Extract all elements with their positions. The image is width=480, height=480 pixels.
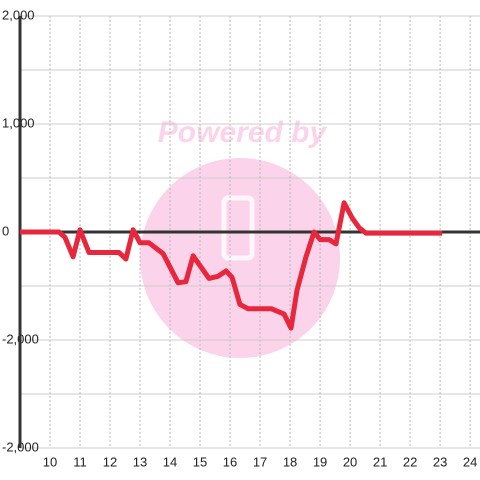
x-tick-label: 22 (403, 454, 417, 469)
x-tick-label: 20 (343, 454, 357, 469)
x-tick-label: 21 (373, 454, 387, 469)
y-tick-label: 1,000 (2, 115, 35, 130)
x-tick-label: 19 (313, 454, 327, 469)
x-tick-label: 12 (103, 454, 117, 469)
data-line (20, 200, 443, 331)
x-tick-label: 15 (193, 454, 207, 469)
x-tick-label: 14 (163, 454, 177, 469)
watermark-text: Powered by (158, 116, 328, 149)
x-tick-label: 13 (133, 454, 147, 469)
x-tick-label: 23 (433, 454, 447, 469)
x-tick-label: 24 (463, 454, 477, 469)
watermark-phone (221, 195, 255, 261)
x-tick-label: 17 (253, 454, 267, 469)
y-tick-label: 0 (2, 223, 9, 238)
x-tick-label: 18 (283, 454, 297, 469)
x-tick-label: 10 (43, 454, 57, 469)
x-tick-label: 16 (223, 454, 237, 469)
y-tick-label: 2,000 (2, 7, 35, 22)
x-tick-label: 11 (73, 454, 87, 469)
